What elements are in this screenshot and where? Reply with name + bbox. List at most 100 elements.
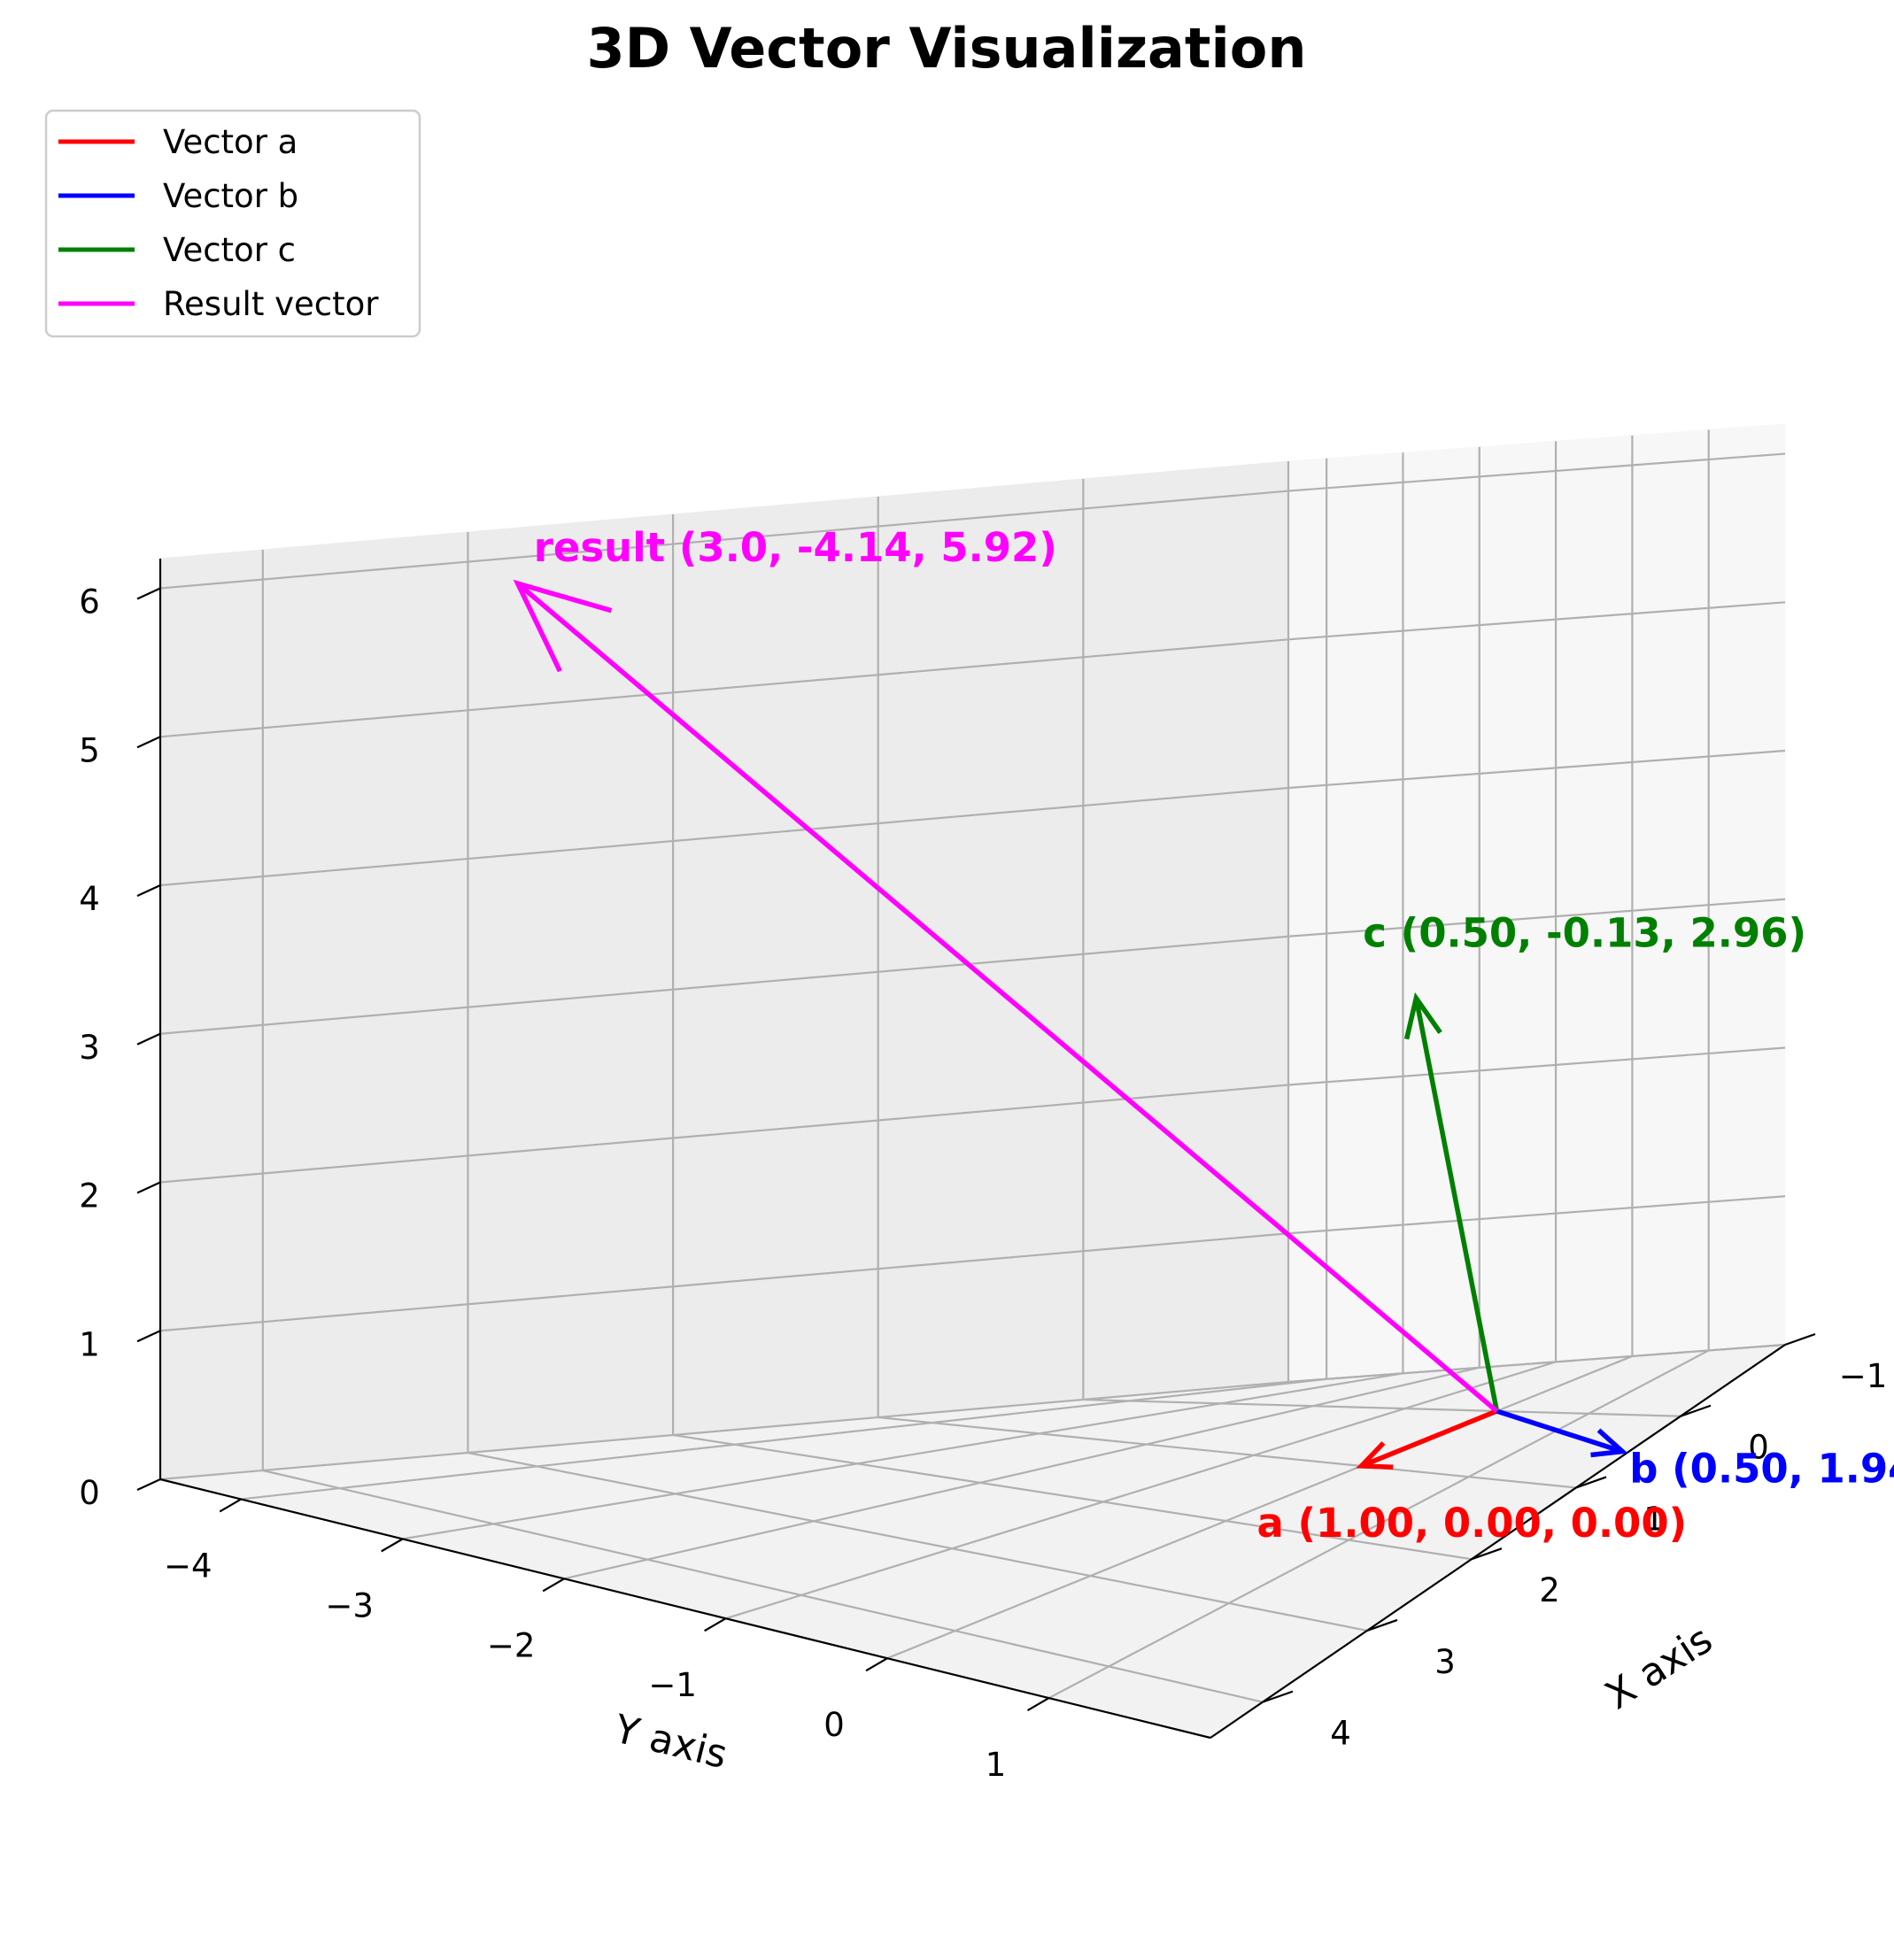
vector-label: c (0.50, -0.13, 2.96) bbox=[1363, 909, 1806, 956]
vectors: a (1.00, 0.00, 0.00) b (0.50, 1.94 c (0.50… bbox=[513, 524, 1894, 1547]
x-tick bbox=[1784, 1332, 1816, 1347]
wall-grid-z bbox=[1287, 1195, 1786, 1235]
x-tick-label: 1 bbox=[1643, 1500, 1665, 1538]
y-tick bbox=[865, 1657, 888, 1672]
z-tick-label: 6 bbox=[79, 583, 100, 621]
legend: Vector a Vector b Vector c Result vector bbox=[44, 109, 421, 338]
wall-grid-z bbox=[1287, 1343, 1786, 1384]
z-tick bbox=[136, 1032, 161, 1046]
y-tick bbox=[542, 1578, 565, 1593]
wall-grid-z bbox=[1287, 749, 1786, 790]
floor-grid-x bbox=[672, 1433, 1473, 1561]
y-tick-label: −3 bbox=[325, 1586, 374, 1624]
floor-grid-x bbox=[877, 1416, 1577, 1489]
x-tick-label: 4 bbox=[1330, 1715, 1351, 1753]
x-tick bbox=[1366, 1618, 1398, 1632]
z-tick-label: 5 bbox=[79, 731, 100, 769]
vector-arrowhead bbox=[513, 579, 613, 673]
vector-vector-c: c (0.50, -0.13, 2.96) bbox=[1363, 909, 1806, 1412]
legend-label: Vector a bbox=[163, 123, 298, 161]
back-wall-pane bbox=[1287, 423, 1786, 1383]
z-tick bbox=[136, 587, 161, 600]
z-tick bbox=[136, 736, 161, 749]
x-tick-label: 2 bbox=[1539, 1571, 1560, 1609]
z-tick bbox=[136, 884, 161, 898]
y-tick-label: 0 bbox=[823, 1706, 845, 1744]
legend-label: Vector c bbox=[163, 231, 296, 269]
vector-result-vector: result (3.0, -4.14, 5.92) bbox=[513, 524, 1499, 1414]
y-tick bbox=[1026, 1697, 1050, 1712]
legend-entry: Vector c bbox=[58, 231, 296, 269]
wall-grid-z bbox=[1287, 1046, 1786, 1086]
vector-arrowhead bbox=[1356, 1441, 1394, 1470]
vector-arrowhead bbox=[1403, 992, 1442, 1040]
vector-shaft bbox=[515, 581, 1499, 1414]
vector-label: b (0.50, 1.94 bbox=[1629, 1446, 1894, 1493]
legend-entry: Vector b bbox=[58, 177, 298, 215]
y-tick-label: −4 bbox=[164, 1547, 213, 1585]
floor-grid-y bbox=[725, 1361, 1557, 1620]
z-tick-label: 4 bbox=[79, 880, 100, 918]
wall-grid-z bbox=[159, 1380, 1289, 1481]
grid-lines bbox=[159, 429, 1786, 1703]
legend-label: Vector b bbox=[163, 177, 298, 215]
wall-grid-z bbox=[1287, 898, 1786, 938]
z-tick bbox=[136, 1181, 161, 1194]
x-tick-label: −1 bbox=[1839, 1357, 1888, 1395]
chart-title: 3D Vector Visualization bbox=[586, 16, 1306, 81]
floor-grid-y bbox=[563, 1366, 1480, 1580]
legend-entry: Result vector bbox=[58, 285, 379, 323]
y-tick-label: 1 bbox=[986, 1746, 1007, 1784]
floor-grid-y bbox=[886, 1354, 1633, 1660]
vector-shaft bbox=[1413, 997, 1500, 1412]
x-tick bbox=[1262, 1690, 1294, 1703]
y-tick-label: −2 bbox=[487, 1626, 536, 1664]
z-tick-label: 0 bbox=[79, 1474, 100, 1512]
floor-grid-x bbox=[1083, 1398, 1681, 1417]
vector-label: result (3.0, -4.14, 5.92) bbox=[534, 524, 1057, 571]
y-tick bbox=[704, 1617, 727, 1632]
axis-lines bbox=[136, 559, 1816, 1740]
x-tick-label: 3 bbox=[1434, 1643, 1456, 1681]
floor-grid-y bbox=[402, 1372, 1403, 1540]
vector-shaft bbox=[1496, 1408, 1624, 1455]
floor-grid-y bbox=[1048, 1349, 1710, 1700]
wall-grid-z bbox=[1287, 601, 1786, 641]
x-tick bbox=[1471, 1547, 1503, 1561]
tick-labels: −1 0 1 2 3 4 −4 −3 −2 −1 0 1 0 1 2 3 4 5 6 bbox=[79, 583, 1887, 1785]
wall-grid-z bbox=[159, 638, 1289, 738]
y-axis-label: Y axis bbox=[609, 1706, 731, 1778]
wall-grid-z bbox=[159, 490, 1289, 590]
vector-vector-b: b (0.50, 1.94 bbox=[1496, 1408, 1894, 1493]
wall-grid-z bbox=[1287, 452, 1786, 492]
z-tick-label: 1 bbox=[79, 1325, 100, 1363]
floor-grid-x bbox=[468, 1451, 1368, 1632]
y-tick bbox=[219, 1498, 242, 1513]
z-tick-label: 2 bbox=[79, 1177, 100, 1215]
z-tick-label: 3 bbox=[79, 1029, 100, 1067]
wall-grid-z bbox=[159, 786, 1289, 887]
legend-entry: Vector a bbox=[58, 123, 298, 161]
x-tick bbox=[1575, 1476, 1607, 1489]
wall-grid-z bbox=[159, 1084, 1289, 1184]
vector-label: a (1.00, 0.00, 0.00) bbox=[1256, 1500, 1687, 1547]
x-axis-line bbox=[1210, 1344, 1786, 1739]
wall-grid-z bbox=[159, 1232, 1289, 1332]
y-tick bbox=[381, 1538, 404, 1553]
floor-grid-y bbox=[241, 1377, 1327, 1501]
floor-grid-x bbox=[262, 1469, 1264, 1703]
vector-shaft bbox=[1360, 1408, 1498, 1469]
y-tick-label: −1 bbox=[648, 1666, 697, 1704]
x-axis-label: X axis bbox=[1597, 1617, 1720, 1718]
y-axis-line bbox=[159, 1478, 1211, 1740]
x-tick-label: 0 bbox=[1748, 1429, 1769, 1467]
left-wall-pane bbox=[159, 460, 1289, 1480]
z-tick bbox=[136, 1478, 161, 1491]
legend-box bbox=[44, 109, 421, 338]
vector-vector-a: a (1.00, 0.00, 0.00) bbox=[1256, 1408, 1687, 1547]
vector-arrowhead bbox=[1590, 1428, 1628, 1458]
wall-grid-z bbox=[159, 935, 1289, 1035]
x-tick bbox=[1680, 1404, 1712, 1417]
z-tick bbox=[136, 1330, 161, 1343]
